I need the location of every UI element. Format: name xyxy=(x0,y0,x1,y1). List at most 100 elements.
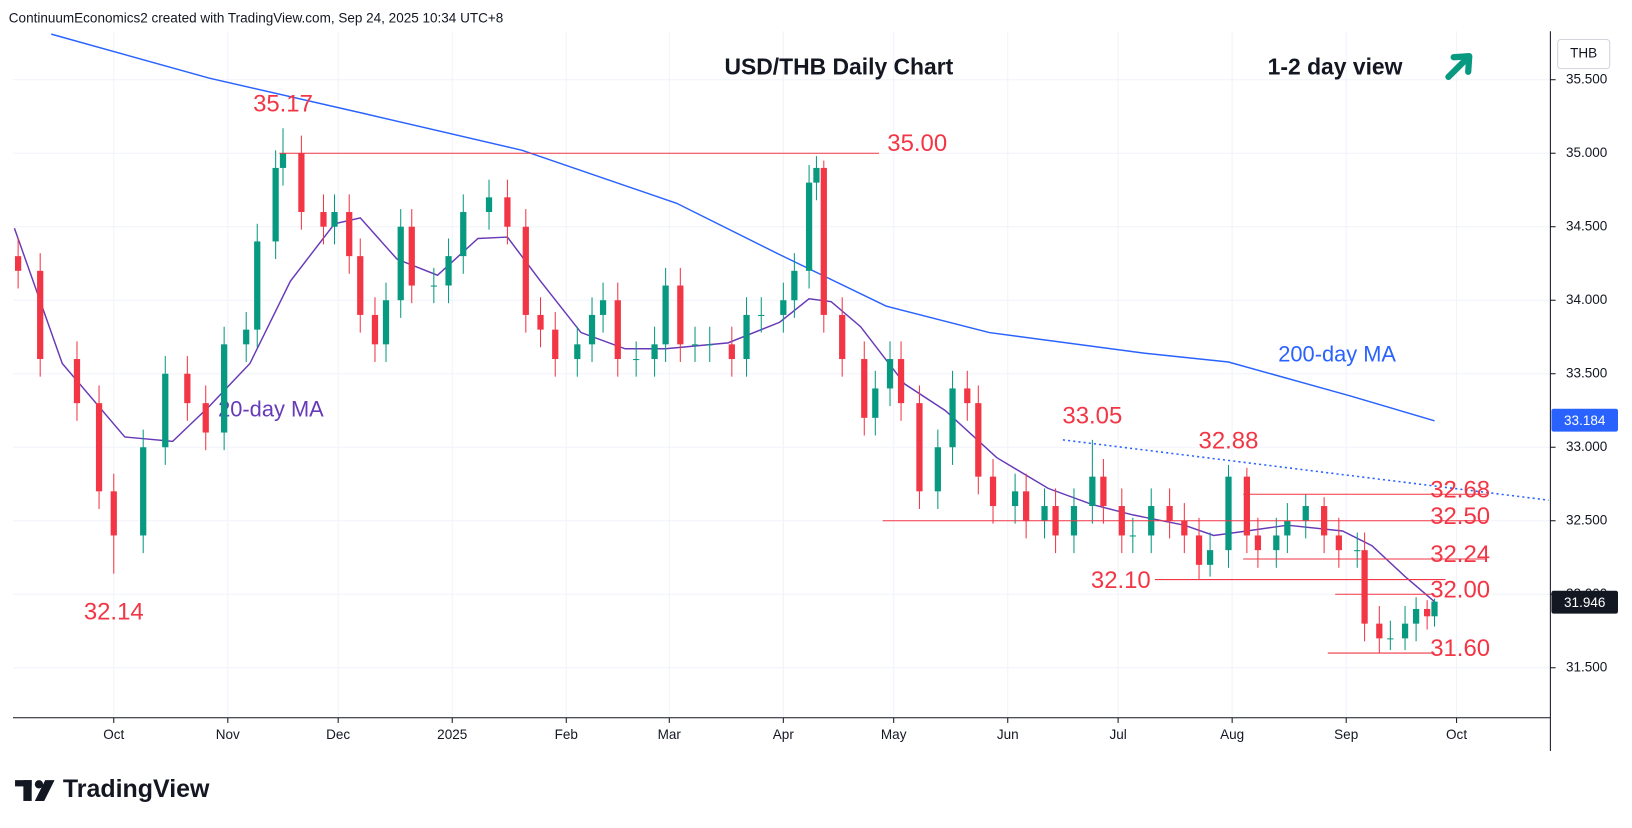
candle-body xyxy=(1273,535,1280,551)
candle-body xyxy=(254,241,261,330)
candle-body xyxy=(813,167,820,183)
level-label: 32.00 xyxy=(1430,576,1490,603)
candle-body xyxy=(202,403,209,433)
candle-body xyxy=(1089,476,1096,507)
candle-body xyxy=(839,314,846,360)
price-badge xyxy=(1551,590,1618,614)
ma-label: 20-day MA xyxy=(218,397,324,422)
candle-body xyxy=(1041,506,1048,521)
candle-body xyxy=(397,226,404,301)
candle-body xyxy=(357,256,364,315)
candle-body xyxy=(886,359,894,389)
candle-body xyxy=(1376,623,1383,639)
candle-body xyxy=(728,344,735,360)
y-tick-label: 33.000 xyxy=(1566,439,1607,454)
y-tick-label: 34.500 xyxy=(1566,218,1607,233)
candle-body xyxy=(346,212,353,257)
brand-logo xyxy=(15,780,55,801)
y-tick-label: 34.000 xyxy=(1566,292,1607,307)
price-annotation: 32.14 xyxy=(84,599,144,626)
currency-label: THB xyxy=(1570,46,1597,61)
view-label: 1-2 day view xyxy=(1268,54,1403,80)
level-label: 31.60 xyxy=(1430,635,1490,662)
candle-body xyxy=(1361,550,1368,624)
brand-name: TradingView xyxy=(63,775,210,803)
candle-body xyxy=(37,270,44,360)
candle-body xyxy=(485,197,493,213)
candle-body xyxy=(662,285,669,345)
x-tick-label: Jun xyxy=(997,727,1019,742)
candle-body xyxy=(14,256,22,271)
candle-body xyxy=(861,359,868,418)
candle-body xyxy=(897,359,905,404)
candle-body xyxy=(706,344,713,346)
candle-body xyxy=(949,388,956,448)
y-tick-label: 31.500 xyxy=(1566,659,1607,674)
candle-body xyxy=(1011,491,1019,507)
x-tick-label: Oct xyxy=(103,727,124,742)
x-tick-label: Sep xyxy=(1334,727,1358,742)
candle-body xyxy=(1284,520,1291,536)
candle-body xyxy=(430,285,437,287)
candle-body xyxy=(791,270,798,301)
candle-body xyxy=(780,300,787,315)
candle-body xyxy=(331,212,338,227)
x-tick-label: 2025 xyxy=(437,727,467,742)
candle-body xyxy=(460,212,467,257)
candle-body xyxy=(140,447,147,536)
price-annotation: 32.88 xyxy=(1199,427,1259,454)
candle-body xyxy=(743,314,750,360)
candle-body xyxy=(872,388,879,418)
candle-body xyxy=(691,344,699,346)
candle-body xyxy=(243,329,250,345)
candle-body xyxy=(1254,535,1262,551)
candle-body xyxy=(504,197,511,227)
candle-body xyxy=(1401,623,1409,639)
candle-body xyxy=(1129,535,1136,537)
candle-body xyxy=(1354,550,1361,552)
x-tick-label: Feb xyxy=(555,727,578,742)
candle-body xyxy=(537,314,544,330)
x-tick-label: Oct xyxy=(1446,727,1467,742)
grid xyxy=(12,31,1551,718)
chart-title: USD/THB Daily Chart xyxy=(724,54,953,80)
price-annotation: 33.05 xyxy=(1062,402,1122,429)
candle-body xyxy=(184,373,191,404)
candle-body xyxy=(1023,491,1030,521)
candle-body xyxy=(95,403,103,492)
candle-body xyxy=(73,359,81,404)
candle-body xyxy=(1424,608,1431,617)
candle-body xyxy=(651,344,658,360)
x-tick-label: Aug xyxy=(1220,727,1244,742)
candle-body xyxy=(633,359,640,361)
candle-body xyxy=(934,447,941,492)
candle-body xyxy=(445,256,452,286)
candle-body xyxy=(1225,476,1232,551)
candle-body xyxy=(110,491,117,536)
candle-body xyxy=(162,373,169,448)
candle-body xyxy=(320,212,327,227)
y-tick-label: 33.500 xyxy=(1566,365,1607,380)
candle-body xyxy=(522,226,529,315)
candle-body xyxy=(1335,535,1342,551)
candle-body xyxy=(1387,638,1394,640)
price-badge-label: 31.946 xyxy=(1564,595,1605,610)
level-label: 32.10 xyxy=(1091,567,1151,594)
y-tick-label: 32.500 xyxy=(1566,512,1607,527)
candle-body xyxy=(1302,506,1309,521)
moving-average xyxy=(13,217,1435,603)
candle-body xyxy=(298,153,305,213)
candle-body xyxy=(989,476,997,507)
candle-body xyxy=(279,153,287,168)
x-tick-label: Mar xyxy=(658,727,682,742)
level-label: 32.24 xyxy=(1430,541,1490,568)
candle-body xyxy=(408,226,415,286)
candle-body xyxy=(574,344,581,360)
candle-body xyxy=(1206,550,1214,565)
up-arrow xyxy=(1445,53,1473,81)
candle-body xyxy=(964,388,971,404)
x-tick-label: Nov xyxy=(216,727,240,742)
candle-body xyxy=(614,300,621,360)
